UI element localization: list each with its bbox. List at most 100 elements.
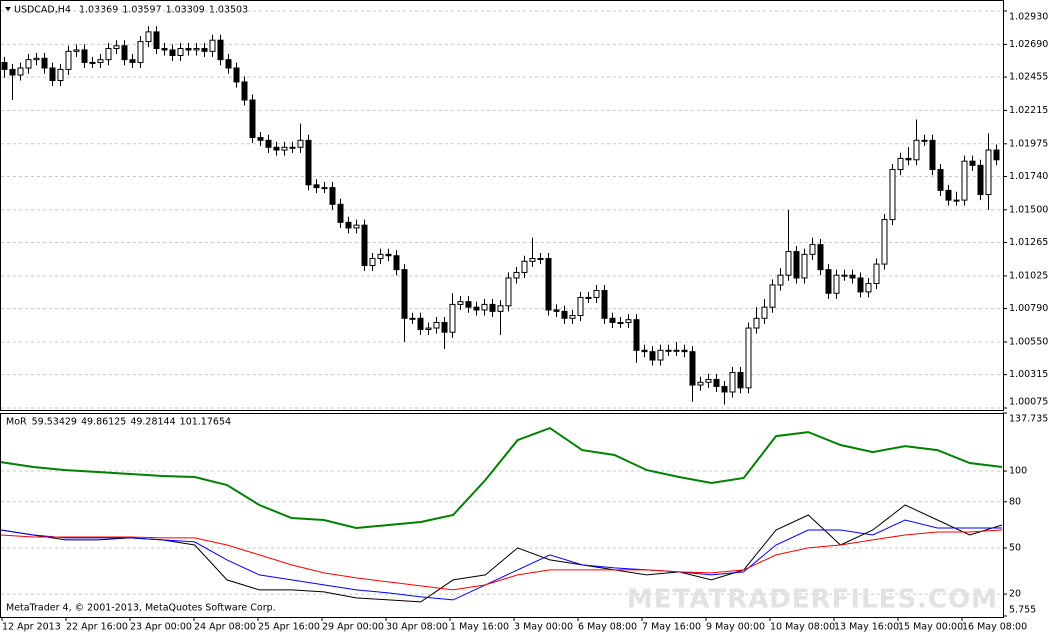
candle-body bbox=[833, 274, 840, 294]
candle-body bbox=[441, 321, 448, 333]
candle-body bbox=[161, 48, 168, 51]
candle-body bbox=[65, 50, 72, 70]
candle-body bbox=[705, 378, 712, 383]
candle-body bbox=[9, 68, 16, 76]
candle-body bbox=[905, 157, 912, 161]
indicator-line bbox=[0, 504, 1003, 603]
candle-body bbox=[577, 296, 584, 317]
candle-body bbox=[641, 349, 648, 353]
y-tick-label: 5.755 bbox=[1009, 605, 1036, 616]
candle-body bbox=[217, 39, 224, 61]
y-tick-label: 1.02930 bbox=[1009, 12, 1048, 23]
candle-body bbox=[313, 184, 320, 189]
candle-body bbox=[601, 289, 608, 319]
candle-body bbox=[801, 253, 808, 279]
y-tick-label: 20 bbox=[1009, 589, 1021, 600]
header-value: 1.03597 bbox=[122, 5, 161, 16]
candle-body bbox=[865, 283, 872, 293]
candle-body bbox=[233, 67, 240, 83]
candle-body bbox=[369, 258, 376, 266]
candle-body bbox=[721, 385, 728, 393]
candle-body bbox=[57, 68, 64, 82]
candle-body bbox=[505, 277, 512, 307]
y-tick-label: 1.02215 bbox=[1009, 105, 1048, 116]
candle-body bbox=[697, 381, 704, 386]
candle-body bbox=[681, 349, 688, 353]
candle-body bbox=[521, 260, 528, 273]
candle-body bbox=[665, 349, 672, 352]
x-tick-label: 6 May 08:00 bbox=[578, 622, 637, 633]
candle-body bbox=[433, 321, 440, 329]
candle-body bbox=[137, 41, 144, 63]
candle-body bbox=[337, 203, 344, 223]
candle-body bbox=[489, 303, 496, 312]
candle-body bbox=[737, 372, 744, 389]
candle-body bbox=[569, 315, 576, 319]
x-tick-label: 16 May 08:00 bbox=[962, 622, 1027, 633]
candle-body bbox=[353, 224, 360, 229]
candle-body bbox=[937, 169, 944, 191]
candle-body bbox=[977, 164, 984, 196]
candle-body bbox=[425, 327, 432, 330]
y-tick-label: 1.01975 bbox=[1009, 138, 1048, 149]
x-tick-label: 1 May 16:00 bbox=[450, 622, 509, 633]
candle-body bbox=[585, 296, 592, 299]
candle-body bbox=[617, 321, 624, 324]
candle-body bbox=[841, 274, 848, 277]
x-tick-label: 25 Apr 16:00 bbox=[258, 622, 320, 633]
candle-body bbox=[537, 258, 544, 261]
candle-body bbox=[81, 49, 88, 63]
watermark: METATRADERFILES.COM bbox=[627, 585, 998, 615]
y-tick-label: 1.02455 bbox=[1009, 72, 1048, 83]
y-tick-label: 1.01500 bbox=[1009, 204, 1048, 215]
y-tick-label: 1.00550 bbox=[1009, 336, 1048, 347]
x-tick-label: 3 May 00:00 bbox=[514, 622, 573, 633]
candle-body bbox=[385, 253, 392, 257]
candle-body bbox=[513, 271, 520, 279]
candle-body bbox=[193, 48, 200, 51]
candle-body bbox=[321, 187, 328, 190]
candle-body bbox=[545, 258, 552, 311]
candle-body bbox=[993, 149, 1000, 161]
y-tick-label: 1.02690 bbox=[1009, 39, 1048, 50]
x-tick-label: 13 May 16:00 bbox=[834, 622, 899, 633]
candle-body bbox=[185, 48, 192, 51]
x-tick-label: 30 Apr 08:00 bbox=[386, 622, 448, 633]
candle-body bbox=[409, 317, 416, 320]
candle-body bbox=[129, 59, 136, 63]
candle-body bbox=[481, 303, 488, 311]
candle-body bbox=[473, 306, 480, 311]
candle-body bbox=[273, 146, 280, 151]
candle-body bbox=[393, 255, 400, 271]
menu-arrow[interactable] bbox=[5, 7, 11, 11]
y-tick-label: 80 bbox=[1009, 496, 1021, 507]
header-value: 1.03369 bbox=[79, 5, 118, 16]
candle-body bbox=[209, 39, 216, 52]
candle-body bbox=[105, 48, 112, 61]
candle-body bbox=[329, 187, 336, 205]
candle-body bbox=[121, 45, 128, 61]
candle-body bbox=[465, 301, 472, 308]
header-value: 49.86125 bbox=[81, 417, 126, 428]
candle-body bbox=[753, 317, 760, 329]
candle-body bbox=[793, 251, 800, 279]
y-tick-label: 137.7359 bbox=[1009, 414, 1048, 425]
candle-body bbox=[897, 157, 904, 171]
candle-body bbox=[713, 378, 720, 387]
candle-body bbox=[969, 160, 976, 166]
x-tick-label: 22 Apr 16:00 bbox=[66, 622, 128, 633]
candle-body bbox=[41, 57, 48, 69]
candle-body bbox=[945, 189, 952, 201]
header-value: 59.53429 bbox=[32, 417, 77, 428]
candle-body bbox=[377, 253, 384, 260]
y-tick-label: 1.01025 bbox=[1009, 270, 1048, 281]
y-tick-label: 1.01740 bbox=[1009, 171, 1048, 182]
indicator-line bbox=[0, 426, 1003, 530]
candle-body bbox=[305, 139, 312, 186]
y-tick-label: 1.00315 bbox=[1009, 369, 1048, 380]
candle-body bbox=[201, 48, 208, 52]
y-tick-label: 100 bbox=[1009, 466, 1027, 477]
candle-body bbox=[113, 45, 120, 50]
candle-body bbox=[761, 306, 768, 319]
header-value: 49.28144 bbox=[130, 417, 175, 428]
